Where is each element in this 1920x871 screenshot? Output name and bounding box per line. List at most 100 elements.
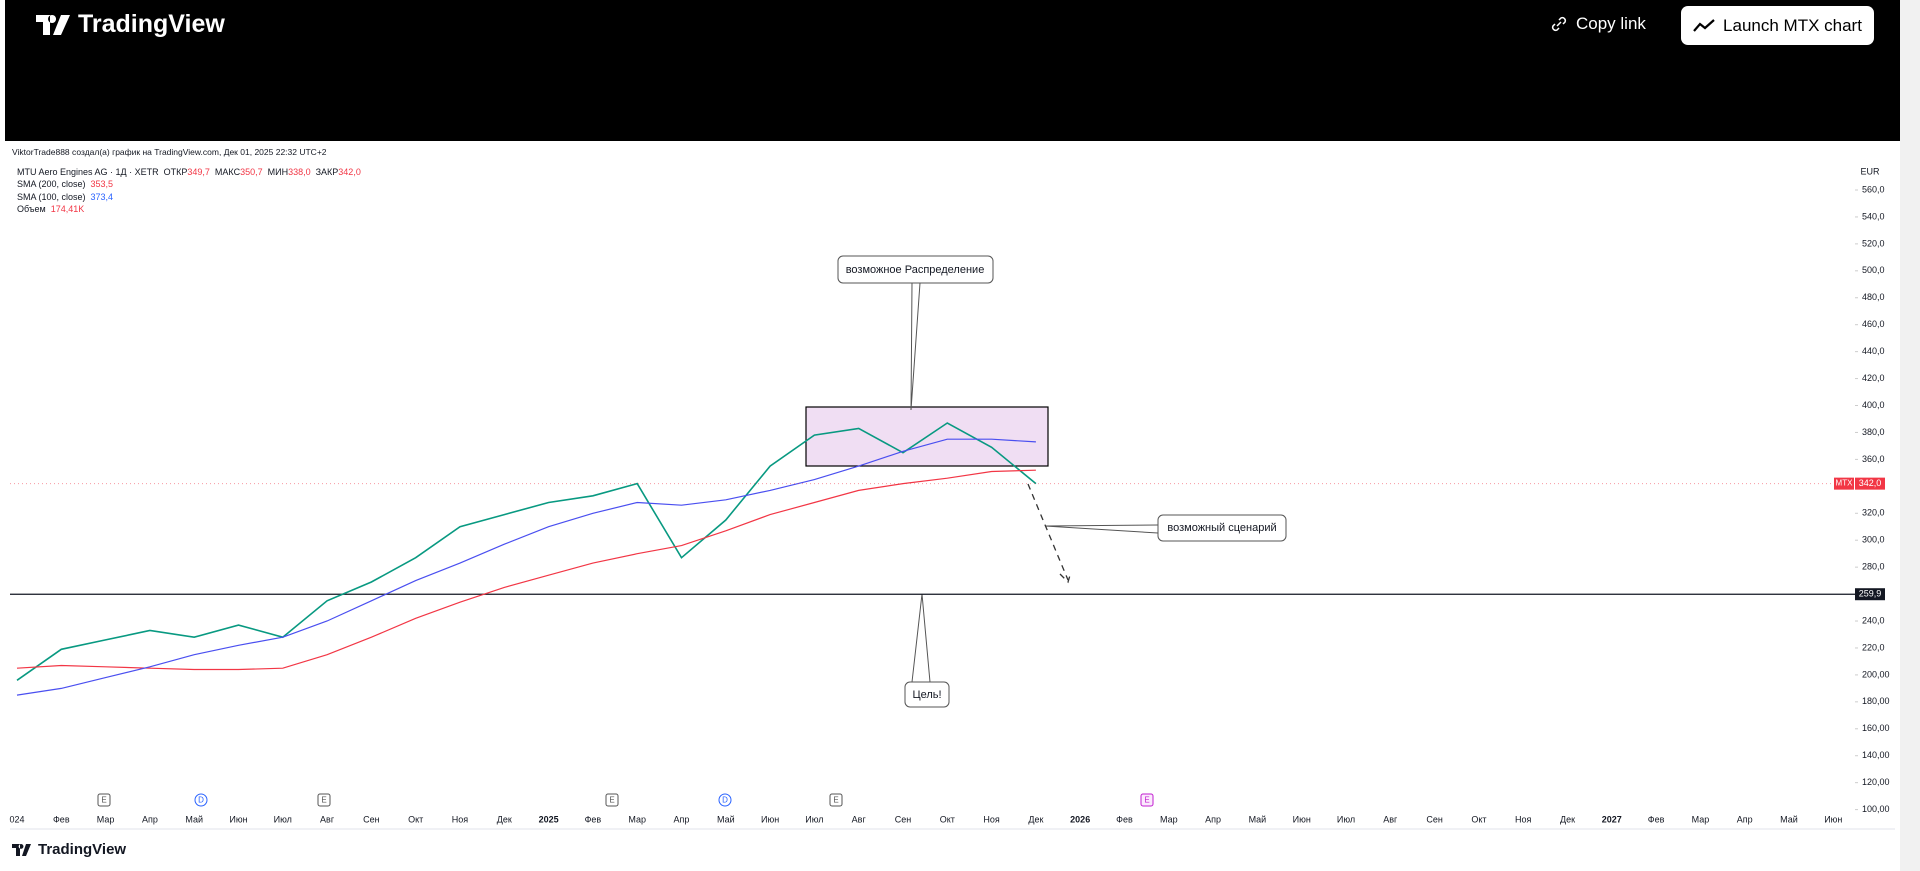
ohlc-label: ОТКР bbox=[163, 167, 188, 177]
logo[interactable]: TradingView bbox=[36, 10, 225, 39]
legend-row: SMA (100, close) 373,4 bbox=[17, 191, 366, 203]
x-tick-label: Сен bbox=[895, 814, 912, 824]
price-value: 342,0 bbox=[1859, 478, 1882, 488]
x-tick-label: Апр bbox=[1737, 814, 1753, 824]
price-symbol: MTX bbox=[1836, 479, 1854, 488]
footer-logo[interactable]: TradingView bbox=[12, 841, 126, 858]
indicator-label: SMA (100, close) bbox=[17, 191, 86, 202]
y-tick-label: 480,0 bbox=[1862, 292, 1885, 302]
x-tick-label: Ноя bbox=[983, 814, 1000, 824]
x-tick-label: Май bbox=[185, 814, 203, 824]
event-label: D bbox=[198, 796, 204, 805]
x-tick-label: Окт bbox=[940, 814, 955, 824]
x-tick-label: Июл bbox=[274, 814, 292, 824]
event-label: E bbox=[1144, 796, 1149, 805]
x-tick-label: Фев bbox=[585, 814, 602, 824]
legend-row: Объем 174,41K bbox=[17, 203, 366, 215]
y-tick-label: 140,00 bbox=[1862, 750, 1890, 760]
x-tick-label: Мар bbox=[628, 814, 646, 824]
x-tick-label: Авг bbox=[852, 814, 867, 824]
x-tick-label: 2026 bbox=[1070, 814, 1090, 824]
x-tick-label: 024 bbox=[9, 814, 24, 824]
level-badge bbox=[1855, 588, 1885, 601]
x-tick-label: Мар bbox=[1160, 814, 1178, 824]
event-marker bbox=[718, 793, 732, 807]
scenario-arrow bbox=[1027, 483, 1072, 584]
attribution: ViktorTrade888 создал(а) график на Tradi… bbox=[12, 147, 327, 157]
y-tick-label: 320,0 bbox=[1862, 508, 1885, 518]
x-tick-label: 2025 bbox=[539, 814, 559, 824]
x-tick-label: Фев bbox=[53, 814, 70, 824]
pointer bbox=[1044, 524, 1159, 534]
y-tick-label: 280,0 bbox=[1862, 562, 1885, 572]
ohlc-label: МАКС bbox=[214, 167, 241, 177]
annotation-box bbox=[837, 255, 994, 284]
ohlc-label: МИН bbox=[267, 167, 289, 177]
launch-text: Launch MTX chart bbox=[1723, 15, 1862, 35]
x-tick-label: Июн bbox=[1293, 814, 1311, 824]
annotation-box bbox=[1157, 514, 1287, 542]
y-tick-label: 160,00 bbox=[1862, 723, 1890, 733]
legend-row: MTU Aero Engines AG · 1Д · XETR ОТКР349,7… bbox=[17, 166, 366, 178]
ohlc-value: 349,7 bbox=[187, 167, 210, 177]
pointer bbox=[911, 593, 931, 683]
y-tick-label: 520,0 bbox=[1862, 238, 1885, 248]
x-tick-label: Май bbox=[1780, 814, 1798, 824]
pointer bbox=[910, 282, 921, 411]
x-tick-label: Мар bbox=[1692, 814, 1710, 824]
y-tick-label: 220,0 bbox=[1862, 642, 1885, 652]
x-tick-label: Сен bbox=[1426, 814, 1443, 824]
y-tick-label: 380,0 bbox=[1862, 427, 1885, 437]
event-marker bbox=[605, 793, 619, 807]
instrument: MTU Aero Engines AG · 1Д · XETR bbox=[17, 167, 159, 177]
footer-logo-text: TradingView bbox=[38, 841, 127, 858]
y-tick-label: 420,0 bbox=[1862, 373, 1885, 383]
x-tick-label: Окт bbox=[1471, 814, 1486, 824]
y-tick-label: 300,0 bbox=[1862, 535, 1885, 545]
logo-icon bbox=[36, 14, 70, 35]
annotation-box bbox=[904, 681, 950, 708]
x-tick-label: Май bbox=[717, 814, 735, 824]
x-tick-label: Июл bbox=[805, 814, 823, 824]
event-label: E bbox=[101, 796, 106, 805]
event-label: E bbox=[321, 796, 326, 805]
currency: EUR bbox=[1860, 166, 1880, 176]
chart-icon bbox=[1693, 18, 1715, 32]
x-tick-label: Авг bbox=[320, 814, 335, 824]
indicator-value: 353,5 bbox=[90, 179, 114, 190]
copy-link-text: Copy link bbox=[1576, 14, 1646, 33]
x-tick-label: Авг bbox=[1383, 814, 1398, 824]
indicator-value: 174,41K bbox=[50, 203, 85, 214]
y-tick-label: 120,00 bbox=[1862, 777, 1890, 787]
event-marker bbox=[97, 793, 111, 807]
scrollbar bbox=[1900, 0, 1920, 871]
launch-button[interactable]: Launch MTX chart bbox=[1681, 6, 1874, 45]
level-label: 259,9 bbox=[1859, 589, 1882, 599]
x-tick-label: Дек bbox=[497, 814, 512, 824]
link-icon bbox=[1551, 16, 1567, 32]
ohlc-label: ЗАКР bbox=[315, 167, 339, 177]
indicator-label: Объем bbox=[17, 203, 46, 214]
series-line bbox=[16, 422, 1037, 681]
ohlc-value: 342,0 bbox=[338, 167, 361, 177]
annotation: Цель! bbox=[912, 689, 941, 701]
legend-row: SMA (200, close) 353,5 bbox=[17, 178, 366, 190]
price-badge bbox=[1855, 477, 1885, 490]
x-tick-label: Фев bbox=[1648, 814, 1665, 824]
x-tick-label: Дек bbox=[1560, 814, 1575, 824]
x-tick-label: Ноя bbox=[1515, 814, 1532, 824]
y-tick-label: 560,0 bbox=[1862, 184, 1885, 194]
x-tick-label: Ноя bbox=[452, 814, 469, 824]
x-tick-label: Мар bbox=[97, 814, 115, 824]
indicator-label: SMA (200, close) bbox=[17, 179, 86, 190]
x-tick-label: Сен bbox=[363, 814, 380, 824]
event-label: E bbox=[833, 796, 838, 805]
x-tick-label: Июн bbox=[1824, 814, 1842, 824]
x-tick-label: Июл bbox=[1337, 814, 1355, 824]
y-tick-label: 360,0 bbox=[1862, 454, 1885, 464]
y-tick-label: 100,00 bbox=[1862, 804, 1890, 814]
y-tick-label: 400,0 bbox=[1862, 400, 1885, 410]
copy-link[interactable]: Copy link bbox=[1550, 14, 1646, 34]
x-tick-label: Фев bbox=[1116, 814, 1133, 824]
